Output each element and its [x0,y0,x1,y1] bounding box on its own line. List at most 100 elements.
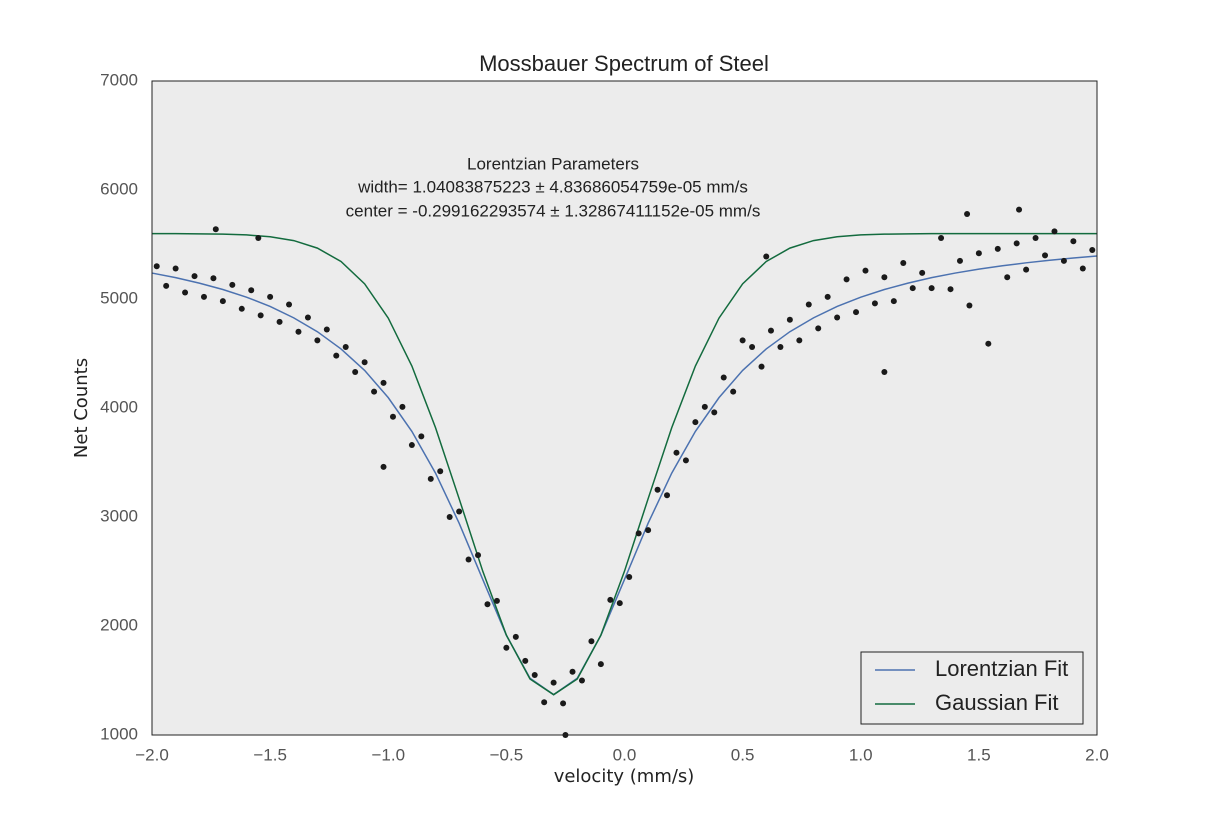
data-point [909,285,916,292]
annotation: width= 1.04083875223 ± 4.83686054759e-05… [357,177,748,196]
data-point [163,282,170,289]
data-point [210,275,217,282]
data-point [588,638,595,645]
y-tick-label: 2000 [100,615,138,634]
plot-border [151,80,1098,736]
fit-line [151,255,1098,696]
data-point [200,293,207,300]
data-point [890,298,897,305]
x-tick-label: 1.5 [967,745,991,764]
data-point [484,601,491,608]
data-point [956,257,963,264]
data-point [418,433,425,440]
data-point [493,597,500,604]
data-point [427,475,434,482]
data-point [1060,257,1067,264]
legend-box [860,651,1084,725]
x-axis-label: velocity (mm/s) [554,766,695,787]
data-point [796,337,803,344]
data-point [1032,234,1039,241]
data-point [682,457,689,464]
data-point [399,403,406,410]
data-point [248,287,255,294]
data-point [389,413,396,420]
data-point [607,596,614,603]
data-point [871,300,878,307]
data-point [758,363,765,370]
x-tick-label: −1.0 [371,745,405,764]
data-point [191,273,198,280]
data-point [843,276,850,283]
data-point [437,468,444,475]
y-axis-label: Net Counts [71,358,92,458]
data-point [994,245,1001,252]
data-point [692,419,699,426]
data-point [238,305,245,312]
data-point [786,316,793,323]
data-point [1023,266,1030,273]
data-point [947,286,954,293]
y-tick-label: 4000 [100,397,138,416]
data-point [881,274,888,281]
data-point [1004,274,1011,281]
data-point [512,633,519,640]
data-point [664,492,671,499]
data-point [964,210,971,217]
data-point [815,325,822,332]
data-point [1079,265,1086,272]
x-tick-label: 0.5 [731,745,755,764]
x-tick-label: 2.0 [1085,745,1109,764]
data-point [212,226,219,233]
data-point [881,369,888,376]
data-point [361,359,368,366]
data-point [635,530,642,537]
data-point [465,556,472,563]
data-point [1042,252,1049,259]
data-point [408,442,415,449]
data-point [730,388,737,395]
data-point [928,285,935,292]
data-point [295,328,302,335]
data-point [569,668,576,675]
y-tick-label: 3000 [100,506,138,525]
data-point [276,318,283,325]
data-point [1051,228,1058,235]
annotation: center = -0.299162293574 ± 1.32867411152… [346,201,761,220]
data-point [323,326,330,333]
data-point [475,552,482,559]
data-point [531,672,538,679]
data-point [616,600,623,607]
data-point [578,677,585,684]
data-point [182,289,189,296]
data-point [314,337,321,344]
data-point [673,449,680,456]
y-tick-label: 7000 [100,70,138,89]
y-tick-label: 5000 [100,288,138,307]
data-point [975,250,982,257]
x-tick-label: −2.0 [135,745,169,764]
data-point [824,293,831,300]
data-point [767,327,774,334]
data-point [286,301,293,308]
x-tick-label: 0.0 [613,745,637,764]
y-tick-label: 6000 [100,179,138,198]
data-point [371,388,378,395]
data-point [749,343,756,350]
data-point [446,514,453,520]
data-point [333,352,340,359]
data-point [626,573,633,580]
legend-label: Gaussian Fit [935,690,1059,715]
data-point [456,508,463,515]
data-point [541,699,548,706]
data-point [654,486,661,493]
data-point [1070,238,1077,245]
legend-label: Lorentzian Fit [935,656,1068,681]
data-point [550,679,557,686]
data-point [720,374,727,381]
data-point [862,267,869,274]
data-point [560,700,567,707]
annotation: Lorentzian Parameters [467,154,639,173]
data-point [229,281,236,288]
y-tick-label: 1000 [100,724,138,743]
